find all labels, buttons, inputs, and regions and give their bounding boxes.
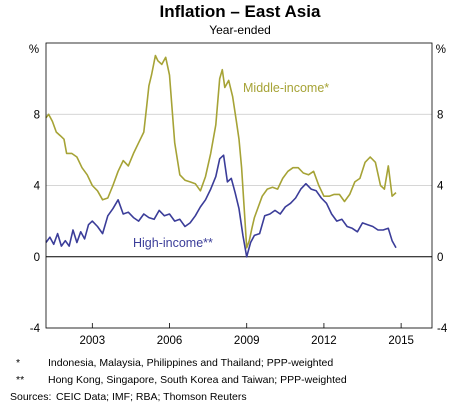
x-tick-label: 2003	[80, 335, 106, 347]
sources-label: Sources:	[10, 391, 52, 403]
y-tick-label-left: -4	[30, 323, 41, 335]
series-line-middle-income	[45, 54, 397, 249]
series-line-high-income	[45, 154, 397, 258]
y-tick-label-right: 4	[437, 181, 444, 193]
y-tick-label-right: 8	[437, 109, 443, 121]
axis-ticks: -4 -4 0 0 4 4 8 8 2003 2006 2009 2012 2015	[30, 109, 448, 347]
x-tick-label: 2009	[234, 335, 260, 347]
chart-subtitle: Year-ended	[209, 23, 271, 37]
note-marker: **	[16, 374, 25, 386]
y-tick-label-right: -4	[437, 323, 448, 335]
note-text: Indonesia, Malaysia, Philippines and Tha…	[48, 357, 334, 369]
chart: Inflation – East Asia Year-ended % % -4-…	[29, 2, 448, 347]
note-row: ** Hong Kong, Singapore, South Korea and…	[10, 372, 450, 389]
series-lines	[45, 54, 397, 258]
sources-row: Sources: CEIC Data; IMF; RBA; Thomson Re…	[10, 389, 450, 406]
note-text: Hong Kong, Singapore, South Korea and Ta…	[48, 374, 347, 386]
y-tick-label-left: 8	[34, 109, 40, 121]
plot-frame	[45, 42, 433, 329]
x-tick-label: 2015	[388, 335, 414, 347]
chart-title: Inflation – East Asia	[160, 2, 321, 21]
series-label-middle-income: Middle-income*	[243, 81, 329, 95]
chart-notes: * Indonesia, Malaysia, Philippines and T…	[10, 355, 450, 406]
note-row: * Indonesia, Malaysia, Philippines and T…	[10, 355, 450, 372]
x-tick-label: 2012	[311, 335, 337, 347]
x-tick-label: 2006	[157, 335, 183, 347]
y-tick-label-left: 0	[34, 252, 40, 264]
sources-text: CEIC Data; IMF; RBA; Thomson Reuters	[56, 391, 247, 403]
y-unit-right: %	[436, 44, 446, 56]
y-unit-left: %	[29, 44, 39, 56]
series-label-high-income: High-income**	[133, 236, 213, 250]
note-marker: *	[16, 357, 21, 369]
y-tick-label-right: 0	[437, 252, 443, 264]
y-tick-label-left: 4	[34, 181, 41, 193]
